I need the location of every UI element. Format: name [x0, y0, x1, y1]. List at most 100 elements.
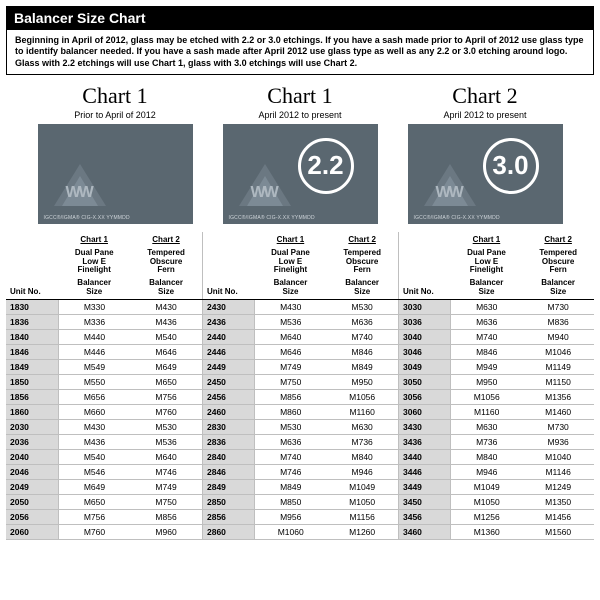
balancer-table: Chart 1 Chart 2 Dual PaneLow EFinelight … [202, 232, 398, 540]
table-group: Chart 1 Chart 2 Dual PaneLow EFinelight … [398, 232, 594, 540]
intro-text: Beginning in April of 2012, glass may be… [6, 30, 594, 75]
cell-bal1: M640 [255, 329, 327, 344]
cell-bal1: M436 [58, 434, 130, 449]
table-row: 3440 M840 M1040 [399, 449, 595, 464]
cell-unit: 2850 [203, 494, 255, 509]
cell-bal2: M746 [130, 464, 202, 479]
table-row: 1849 M549 M649 [6, 359, 202, 374]
cell-unit: 1849 [6, 359, 58, 374]
cell-unit: 2050 [6, 494, 58, 509]
col-bal2: BalancerSize [130, 277, 202, 299]
table-row: 2446 M646 M846 [203, 344, 399, 359]
col-chart2: Chart 2 [522, 232, 594, 247]
col-chart1: Chart 1 [255, 232, 327, 247]
balancer-table: Chart 1 Chart 2 Dual PaneLow EFinelight … [398, 232, 594, 540]
cell-unit: 2056 [6, 509, 58, 524]
table-row: 1856 M656 M756 [6, 389, 202, 404]
cell-bal1: M840 [451, 449, 523, 464]
table-row: 2846 M746 M946 [203, 464, 399, 479]
cell-bal2: M1460 [522, 404, 594, 419]
col-desc1: Dual PaneLow EFinelight [451, 247, 523, 277]
col-chart2: Chart 2 [326, 232, 398, 247]
cell-bal1: M1360 [451, 524, 523, 539]
cell-bal1: M956 [255, 509, 327, 524]
cell-bal2: M1046 [522, 344, 594, 359]
cell-unit: 3046 [399, 344, 451, 359]
cell-unit: 2860 [203, 524, 255, 539]
cell-bal2: M640 [130, 449, 202, 464]
glass-logo: WW2.2 [223, 124, 378, 224]
cell-unit: 2450 [203, 374, 255, 389]
col-desc2: TemperedObscureFern [326, 247, 398, 277]
cell-bal2: M530 [326, 299, 398, 314]
cell-unit: 1836 [6, 314, 58, 329]
cell-bal2: M649 [130, 359, 202, 374]
table-row: 1830 M330 M430 [6, 299, 202, 314]
cell-unit: 2036 [6, 434, 58, 449]
cell-bal1: M636 [451, 314, 523, 329]
cell-bal2: M650 [130, 374, 202, 389]
table-row: 2049 M649 M749 [6, 479, 202, 494]
cell-unit: 2449 [203, 359, 255, 374]
table-row: 1850 M550 M650 [6, 374, 202, 389]
cell-bal1: M736 [451, 434, 523, 449]
chart-header: Chart 1 April 2012 to present [223, 83, 378, 120]
cell-bal2: M540 [130, 329, 202, 344]
col-bal1: BalancerSize [451, 277, 523, 299]
cell-bal1: M660 [58, 404, 130, 419]
cell-bal2: M849 [326, 359, 398, 374]
cell-bal2: M836 [522, 314, 594, 329]
cell-bal1: M856 [255, 389, 327, 404]
cell-unit: 3060 [399, 404, 451, 419]
cell-unit: 3050 [399, 374, 451, 389]
cell-unit: 2440 [203, 329, 255, 344]
cell-bal2: M1156 [326, 509, 398, 524]
chart-title: Chart 1 [223, 83, 378, 109]
table-row: 3449 M1049 M1249 [399, 479, 595, 494]
table-row: 3056 M1056 M1356 [399, 389, 595, 404]
table-row: 1840 M440 M540 [6, 329, 202, 344]
cell-unit: 2849 [203, 479, 255, 494]
cell-bal2: M1150 [522, 374, 594, 389]
cell-bal1: M430 [255, 299, 327, 314]
table-row: 2060 M760 M960 [6, 524, 202, 539]
cell-unit: 2856 [203, 509, 255, 524]
cell-unit: 2446 [203, 344, 255, 359]
table-row: 3040 M740 M940 [399, 329, 595, 344]
table-row: 2450 M750 M950 [203, 374, 399, 389]
cell-bal1: M540 [58, 449, 130, 464]
cell-unit: 1846 [6, 344, 58, 359]
chart-headers: Chart 1 Prior to April of 2012 Chart 1 Ap… [6, 83, 594, 120]
table-row: 2836 M636 M736 [203, 434, 399, 449]
cell-bal1: M446 [58, 344, 130, 359]
col-unit: Unit No. [203, 277, 255, 299]
cell-bal1: M550 [58, 374, 130, 389]
table-row: 2046 M546 M746 [6, 464, 202, 479]
cell-bal1: M630 [451, 419, 523, 434]
table-row: 2449 M749 M849 [203, 359, 399, 374]
cell-bal1: M649 [58, 479, 130, 494]
cell-bal1: M1256 [451, 509, 523, 524]
cell-bal2: M436 [130, 314, 202, 329]
col-desc2: TemperedObscureFern [522, 247, 594, 277]
table-row: 1836 M336 M436 [6, 314, 202, 329]
cell-bal1: M846 [451, 344, 523, 359]
cell-bal1: M336 [58, 314, 130, 329]
cell-bal2: M936 [522, 434, 594, 449]
table-group: Chart 1 Chart 2 Dual PaneLow EFinelight … [6, 232, 202, 540]
cell-bal1: M756 [58, 509, 130, 524]
cell-bal2: M960 [130, 524, 202, 539]
cell-bal2: M1356 [522, 389, 594, 404]
cell-unit: 2456 [203, 389, 255, 404]
cell-bal2: M1456 [522, 509, 594, 524]
cell-bal2: M1049 [326, 479, 398, 494]
chart-header: Chart 1 Prior to April of 2012 [38, 83, 193, 120]
cell-unit: 1850 [6, 374, 58, 389]
cell-unit: 3036 [399, 314, 451, 329]
cell-unit: 1856 [6, 389, 58, 404]
cell-bal2: M846 [326, 344, 398, 359]
cell-unit: 3056 [399, 389, 451, 404]
cell-bal1: M636 [255, 434, 327, 449]
cell-unit: 2436 [203, 314, 255, 329]
cell-unit: 2830 [203, 419, 255, 434]
